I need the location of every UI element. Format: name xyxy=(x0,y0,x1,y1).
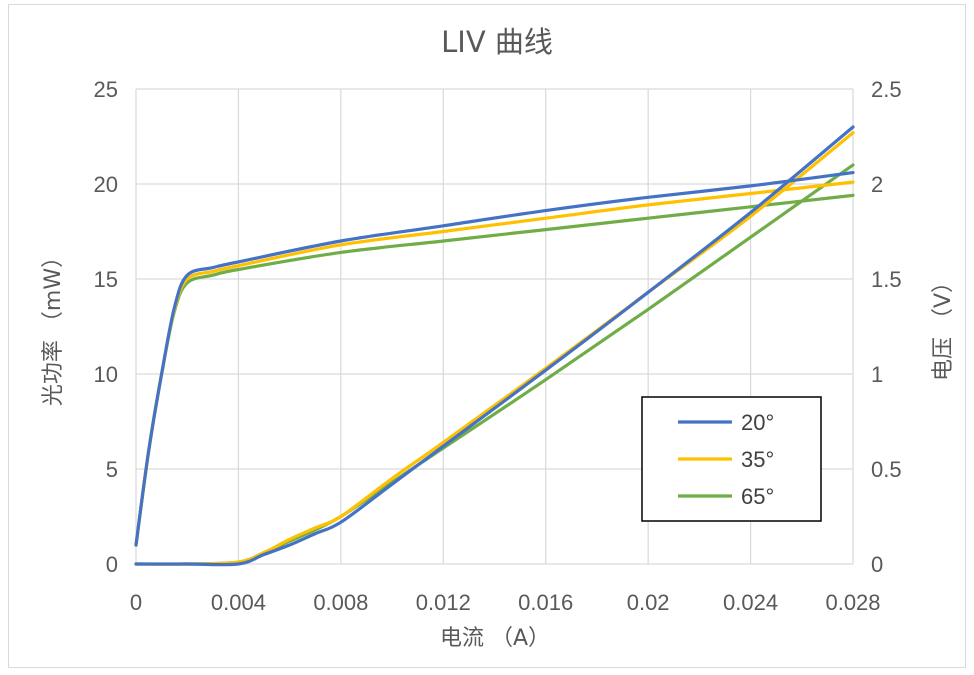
left-tick-label: 20 xyxy=(94,172,118,197)
left-tick-label: 5 xyxy=(106,457,118,482)
series-lines xyxy=(134,125,855,567)
legend-label: 35° xyxy=(741,447,774,472)
x-tick-label: 0.028 xyxy=(825,590,880,615)
gridlines xyxy=(135,88,854,565)
right-tick-label: 0.5 xyxy=(871,457,902,482)
left-axis-ticks: 0 5 10 15 20 25 xyxy=(94,77,118,577)
right-axis-title: 电压 （V） xyxy=(931,271,956,381)
x-tick-label: 0.012 xyxy=(416,590,471,615)
x-tick-label: 0.024 xyxy=(723,590,778,615)
x-tick-label: 0 xyxy=(130,590,142,615)
legend-label: 65° xyxy=(741,484,774,509)
x-tick-label: 0.004 xyxy=(211,590,266,615)
x-tick-label: 0.016 xyxy=(518,590,573,615)
series-line-20deg-voltage xyxy=(134,125,855,567)
right-axis-ticks: 0 0.5 1 1.5 2 2.5 xyxy=(871,77,902,577)
left-tick-label: 10 xyxy=(94,362,118,387)
left-tick-label: 15 xyxy=(94,267,118,292)
x-tick-label: 0.008 xyxy=(313,590,368,615)
x-axis-ticks: 0 0.004 0.008 0.012 0.016 0.02 0.024 0.028 xyxy=(130,590,881,615)
right-tick-label: 1 xyxy=(871,362,883,387)
right-tick-label: 2 xyxy=(871,172,883,197)
left-axis-title: 光功率 （mW） xyxy=(41,246,66,406)
left-tick-label: 0 xyxy=(106,552,118,577)
legend-label: 20° xyxy=(741,410,774,435)
left-tick-label: 25 xyxy=(94,77,118,102)
legend: 20° 35° 65° xyxy=(641,396,822,522)
right-tick-label: 2.5 xyxy=(871,77,902,102)
chart-title: LIV 曲线 xyxy=(441,25,553,59)
right-tick-label: 1.5 xyxy=(871,267,902,292)
x-axis-title: 电流 （A） xyxy=(440,626,550,651)
series-line-20deg-power xyxy=(134,171,855,547)
right-tick-label: 0 xyxy=(871,552,883,577)
x-tick-label: 0.02 xyxy=(627,590,670,615)
